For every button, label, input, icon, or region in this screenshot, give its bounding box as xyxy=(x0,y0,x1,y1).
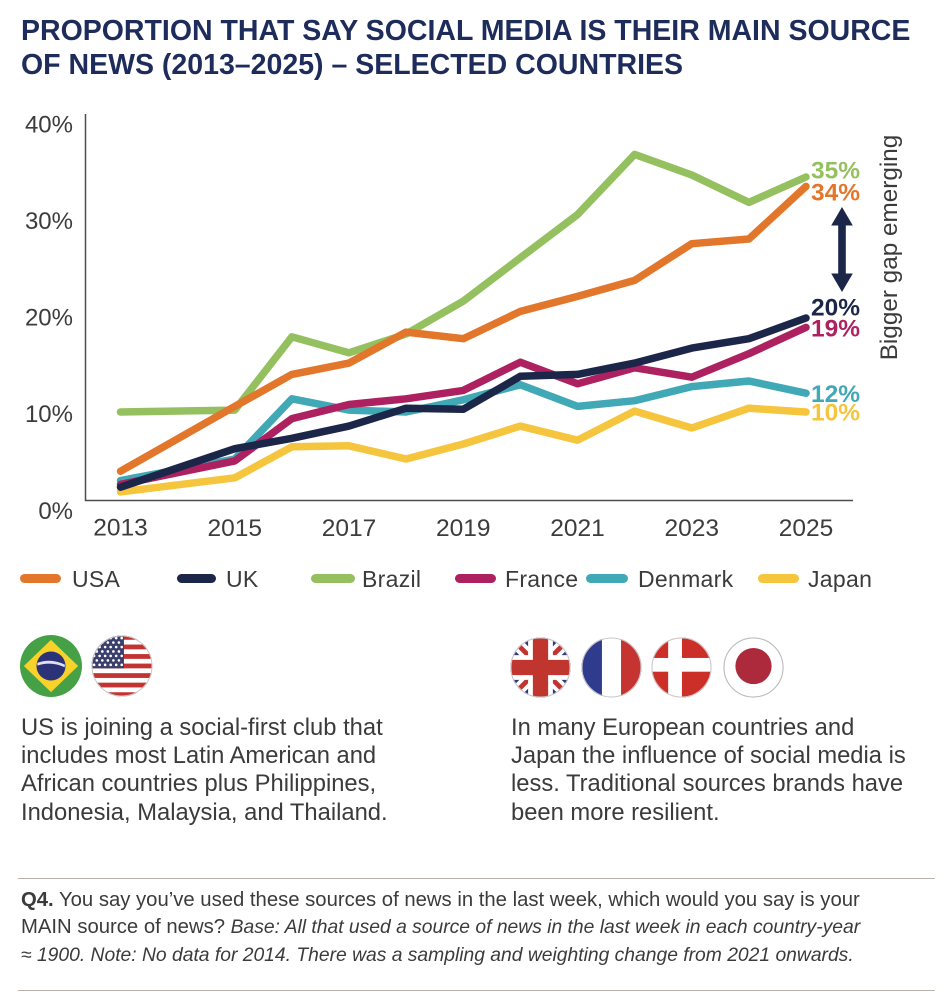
svg-text:34%: 34% xyxy=(811,179,860,206)
svg-text:2013: 2013 xyxy=(93,515,148,542)
svg-text:2019: 2019 xyxy=(436,515,491,542)
svg-text:30%: 30% xyxy=(25,208,73,235)
svg-text:0%: 0% xyxy=(38,498,73,525)
svg-text:2017: 2017 xyxy=(322,515,377,542)
svg-text:10%: 10% xyxy=(811,400,860,427)
svg-text:2015: 2015 xyxy=(208,515,263,542)
svg-text:40%: 40% xyxy=(25,112,73,139)
svg-text:Bigger gap emerging: Bigger gap emerging xyxy=(876,135,903,361)
svg-text:2021: 2021 xyxy=(550,515,605,542)
svg-text:10%: 10% xyxy=(25,401,73,428)
svg-text:2023: 2023 xyxy=(665,515,720,542)
svg-text:35%: 35% xyxy=(811,158,860,185)
svg-text:20%: 20% xyxy=(811,294,860,321)
svg-text:2025: 2025 xyxy=(779,515,834,542)
svg-text:19%: 19% xyxy=(811,316,860,343)
svg-text:20%: 20% xyxy=(25,305,73,332)
svg-text:12%: 12% xyxy=(811,381,860,408)
